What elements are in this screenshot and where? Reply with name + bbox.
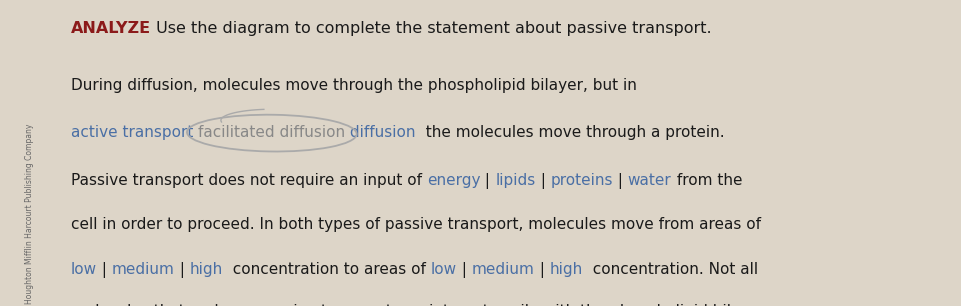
- Text: Houghton Mifflin Harcourt Publishing Company: Houghton Mifflin Harcourt Publishing Com…: [25, 124, 34, 304]
- Text: the molecules move through a protein.: the molecules move through a protein.: [416, 125, 725, 140]
- Text: Passive transport does not require an input of: Passive transport does not require an in…: [71, 173, 427, 188]
- Text: active transport: active transport: [71, 125, 198, 140]
- Text: |: |: [175, 262, 189, 278]
- Text: low: low: [71, 262, 97, 277]
- Text: During diffusion, molecules move through the phospholipid bilayer, but in: During diffusion, molecules move through…: [71, 78, 637, 93]
- Text: medium: medium: [472, 262, 534, 277]
- Text: |: |: [456, 262, 472, 278]
- Text: proteins: proteins: [551, 173, 613, 188]
- Text: |: |: [534, 262, 550, 278]
- Text: concentration. Not all: concentration. Not all: [582, 262, 758, 277]
- Text: energy: energy: [427, 173, 480, 188]
- Text: concentration to areas of: concentration to areas of: [223, 262, 431, 277]
- Text: from the: from the: [672, 173, 742, 188]
- Text: Use the diagram to complete the statement about passive transport.: Use the diagram to complete the statemen…: [151, 21, 712, 36]
- Text: |: |: [613, 173, 628, 189]
- Text: facilitated diffusion: facilitated diffusion: [198, 125, 345, 140]
- Text: medium: medium: [112, 262, 175, 277]
- Text: ANALYZE: ANALYZE: [71, 21, 151, 36]
- Text: |: |: [97, 262, 112, 278]
- Text: lipids: lipids: [495, 173, 535, 188]
- Text: cell in order to proceed. In both types of passive transport, molecules move fro: cell in order to proceed. In both types …: [71, 217, 761, 232]
- Text: low: low: [431, 262, 456, 277]
- Text: water: water: [628, 173, 672, 188]
- Text: high: high: [550, 262, 582, 277]
- Text: diffusion: diffusion: [345, 125, 416, 140]
- Text: |: |: [535, 173, 551, 189]
- Text: |: |: [480, 173, 495, 189]
- Text: high: high: [189, 262, 223, 277]
- Text: molecules that undergo passive transport can interact easily with the phospholip: molecules that undergo passive transport…: [71, 304, 769, 306]
